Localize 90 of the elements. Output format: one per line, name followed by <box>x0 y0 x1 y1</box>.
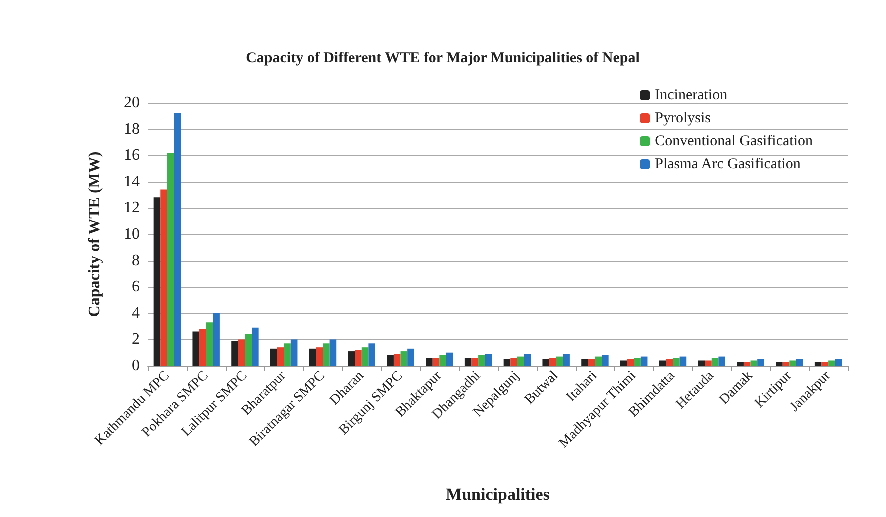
bar <box>440 355 446 366</box>
bar <box>368 344 376 366</box>
bar <box>835 359 842 366</box>
bar <box>309 348 316 366</box>
bar <box>822 362 829 366</box>
bar <box>517 356 524 366</box>
bar <box>814 362 822 366</box>
legend-label: Pyrolysis <box>655 110 712 126</box>
bar <box>705 360 712 366</box>
bar <box>712 358 719 366</box>
y-tick-label: 12 <box>124 200 140 217</box>
bar <box>387 355 394 366</box>
bar <box>290 340 298 366</box>
bar <box>200 329 206 366</box>
bar <box>828 360 836 366</box>
bar <box>750 360 758 366</box>
y-tick-label: 2 <box>132 331 140 348</box>
bar <box>270 348 278 366</box>
bar <box>213 313 220 366</box>
bar <box>550 358 556 366</box>
bar <box>556 356 564 366</box>
bar <box>627 359 634 366</box>
bar <box>426 358 433 366</box>
bar <box>167 152 174 366</box>
bar <box>446 352 454 366</box>
bar <box>464 358 472 366</box>
legend-label: Incineration <box>655 88 728 104</box>
bar <box>782 362 790 366</box>
bar <box>154 198 161 366</box>
bar <box>588 359 596 366</box>
bar <box>563 354 570 366</box>
bar <box>485 354 492 366</box>
y-tick-label: 6 <box>132 278 140 296</box>
chart-title: Capacity of Different WTE for Major Municipalities of Nepal <box>246 50 640 66</box>
bar <box>602 355 609 366</box>
bar <box>252 328 259 366</box>
bar <box>582 359 588 366</box>
bar <box>284 344 291 366</box>
bar <box>192 332 200 366</box>
bar <box>620 360 628 366</box>
y-tick-label: 16 <box>124 147 140 164</box>
bar <box>698 360 706 366</box>
bar <box>174 114 182 366</box>
bar <box>232 341 238 366</box>
bar <box>718 356 726 366</box>
bar <box>680 356 687 366</box>
bar <box>640 356 648 366</box>
y-axis-title: Capacity of WTE (MW) <box>86 152 104 318</box>
bar <box>504 359 511 366</box>
bar <box>510 358 518 366</box>
bar <box>394 354 401 366</box>
bar <box>542 359 550 366</box>
legend-label: Plasma Arc Gasification <box>655 156 802 172</box>
bar <box>634 358 641 366</box>
bar <box>673 358 680 366</box>
bar <box>316 348 323 366</box>
bar <box>330 340 337 366</box>
y-tick-label: 0 <box>132 358 140 374</box>
bar <box>348 352 356 366</box>
bar <box>737 362 744 366</box>
y-tick-label: 18 <box>124 120 140 138</box>
bar <box>160 190 168 366</box>
bar <box>659 360 666 366</box>
bar <box>206 322 214 366</box>
y-tick-label: 8 <box>132 252 140 270</box>
bar <box>595 356 602 366</box>
bar <box>277 348 284 366</box>
bar <box>666 359 673 366</box>
y-tick-label: 20 <box>124 94 140 112</box>
legend-label: Conventional Gasification <box>655 134 814 150</box>
bar <box>758 359 764 366</box>
bar <box>744 362 751 366</box>
bar <box>776 362 783 366</box>
bar <box>432 358 440 366</box>
bar <box>362 348 369 366</box>
bar <box>796 359 804 366</box>
y-tick-label: 14 <box>124 173 140 190</box>
bar <box>355 350 362 366</box>
bar <box>790 360 796 366</box>
bar <box>238 340 246 366</box>
y-tick-label: 10 <box>124 226 140 243</box>
x-axis-title: Municipalities <box>446 485 550 504</box>
bar <box>408 348 414 366</box>
bar <box>524 354 532 366</box>
bar <box>245 334 252 366</box>
bar <box>472 358 479 366</box>
bar <box>323 344 330 366</box>
bar <box>478 355 486 366</box>
y-tick-label: 4 <box>132 304 140 322</box>
bar <box>400 352 408 366</box>
